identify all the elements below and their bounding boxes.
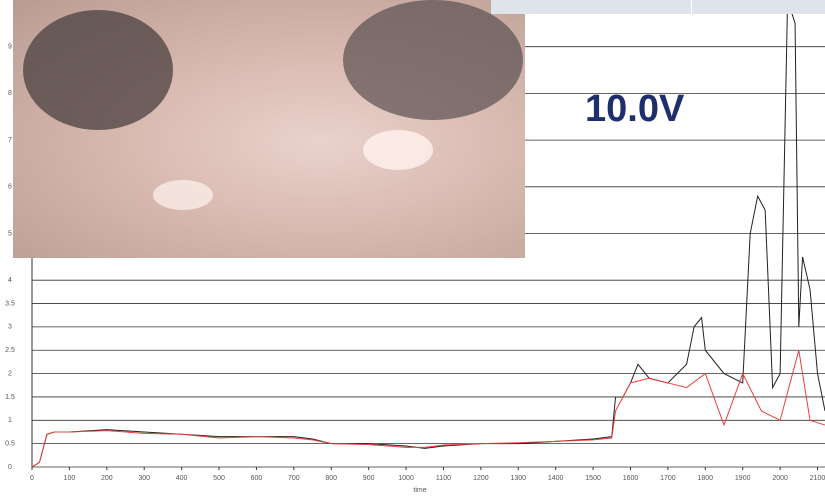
x-tick-label: 500 (213, 475, 225, 482)
photo-detail (343, 0, 523, 120)
x-tick-label: 1700 (660, 475, 676, 482)
x-tick-label: 100 (64, 475, 76, 482)
y-tick-label: 2 (8, 370, 12, 377)
x-tick-label: 1600 (623, 475, 639, 482)
y-tick-label: 4 (8, 277, 12, 284)
x-tick-label: 2000 (772, 475, 788, 482)
x-tick-label: 900 (363, 475, 375, 482)
x-tick-label: 1000 (398, 475, 414, 482)
x-tick-label: 200 (101, 475, 113, 482)
x-tick-label: 1100 (436, 475, 451, 482)
x-tick-label: 1500 (585, 475, 601, 482)
y-tick-label: 2.5 (5, 347, 15, 354)
x-tick-label: 1300 (510, 475, 526, 482)
screen: time 0 0.5 1 1.5 2 2.5 3 3.5 4 5 6 7 8 9 0 100 200 300 400… (0, 0, 825, 497)
x-axis-label: time (413, 487, 426, 494)
x-tick-label: 1800 (698, 475, 714, 482)
photo (13, 0, 525, 258)
x-tick-label: 1900 (735, 475, 751, 482)
y-tick-label: 3 (8, 324, 12, 331)
y-tick-label: 5 (8, 230, 12, 237)
y-tick-label: 7 (8, 137, 12, 144)
series-line (32, 350, 825, 467)
x-tick-label: 300 (138, 475, 150, 482)
y-tick-label: 8 (8, 90, 12, 97)
y-tick-label: 1 (8, 417, 12, 424)
x-tick-label: 1200 (473, 475, 489, 482)
y-tick-label: 3.5 (5, 300, 15, 307)
y-tick-label: 9 (8, 44, 12, 51)
x-tick-label: 0 (30, 475, 34, 482)
y-tick-label: 0.5 (5, 440, 15, 447)
x-tick-label: 1400 (548, 475, 564, 482)
x-tick-label: 600 (251, 475, 263, 482)
y-tick-label: 0 (8, 464, 12, 471)
photo-detail (153, 180, 213, 210)
x-tick-label: 700 (288, 475, 300, 482)
x-tick-label: 2100 (810, 475, 825, 482)
x-tick-label: 800 (325, 475, 337, 482)
y-tick-label: 6 (8, 184, 12, 191)
photo-detail (363, 130, 433, 170)
x-tick-label: 400 (176, 475, 188, 482)
y-tick-label: 1.5 (5, 394, 15, 401)
voltage-label: 10.0V (585, 88, 684, 131)
photo-detail (23, 10, 173, 130)
toolbar (490, 0, 825, 14)
